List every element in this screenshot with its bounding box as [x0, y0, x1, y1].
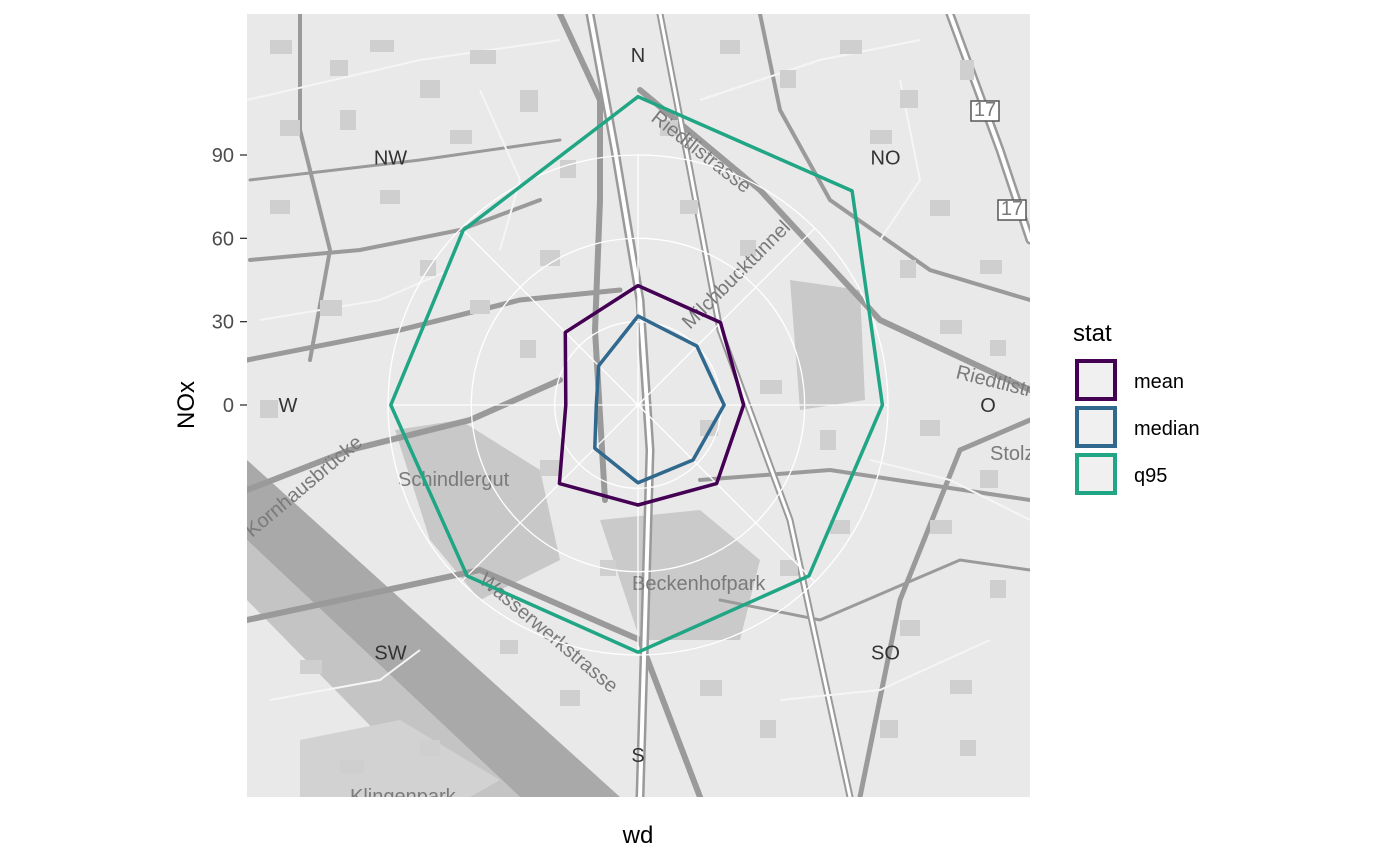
- direction-label-N: N: [631, 45, 645, 67]
- map-label: Klingenpark: [350, 786, 457, 808]
- polar-grid: [387, 154, 889, 656]
- y-axis-title: NOx: [173, 381, 200, 429]
- series-layer: [389, 94, 885, 654]
- x-axis-title: wd: [622, 822, 654, 849]
- legend-key-q95: [1075, 453, 1117, 495]
- direction-label-O: O: [980, 395, 996, 417]
- y-tick-label: 30: [212, 312, 234, 334]
- direction-label-SO: SO: [871, 643, 900, 665]
- legend: stat mean median q95: [1073, 320, 1200, 495]
- direction-label-NO: NO: [871, 148, 901, 170]
- legend-key-median: [1075, 406, 1117, 448]
- direction-label-W: W: [279, 395, 298, 417]
- legend-title: stat: [1073, 320, 1112, 347]
- map-label: Stolz: [990, 443, 1034, 465]
- grid-spoke: [637, 227, 816, 406]
- background-map: Riedtlistrasse Milchbucktunnel Schindler…: [247, 14, 1034, 808]
- direction-labels: N NO O SO S SW W NW: [279, 45, 996, 767]
- direction-label-NW: NW: [374, 148, 407, 170]
- y-tick-label: 90: [212, 145, 234, 167]
- map-label: 17: [974, 99, 996, 121]
- y-tick-label: 0: [223, 395, 234, 417]
- y-tick-label: 60: [212, 228, 234, 250]
- grid-spoke: [460, 227, 639, 406]
- y-axis-ticks: 0 30 60 90: [212, 145, 247, 417]
- series-mean: [557, 283, 746, 507]
- map-label: Beckenhofpark: [632, 573, 766, 595]
- direction-label-S: S: [631, 745, 644, 767]
- series-median: [593, 314, 726, 485]
- grid-spoke: [460, 404, 639, 583]
- grid-spoke: [637, 404, 816, 583]
- legend-label-mean: mean: [1134, 371, 1184, 393]
- series-q95: [389, 94, 885, 654]
- direction-label-SW: SW: [374, 643, 406, 665]
- legend-label-q95: q95: [1134, 465, 1167, 487]
- legend-label-median: median: [1134, 418, 1200, 440]
- legend-key-mean: [1075, 359, 1117, 401]
- map-label: 17: [1001, 198, 1023, 220]
